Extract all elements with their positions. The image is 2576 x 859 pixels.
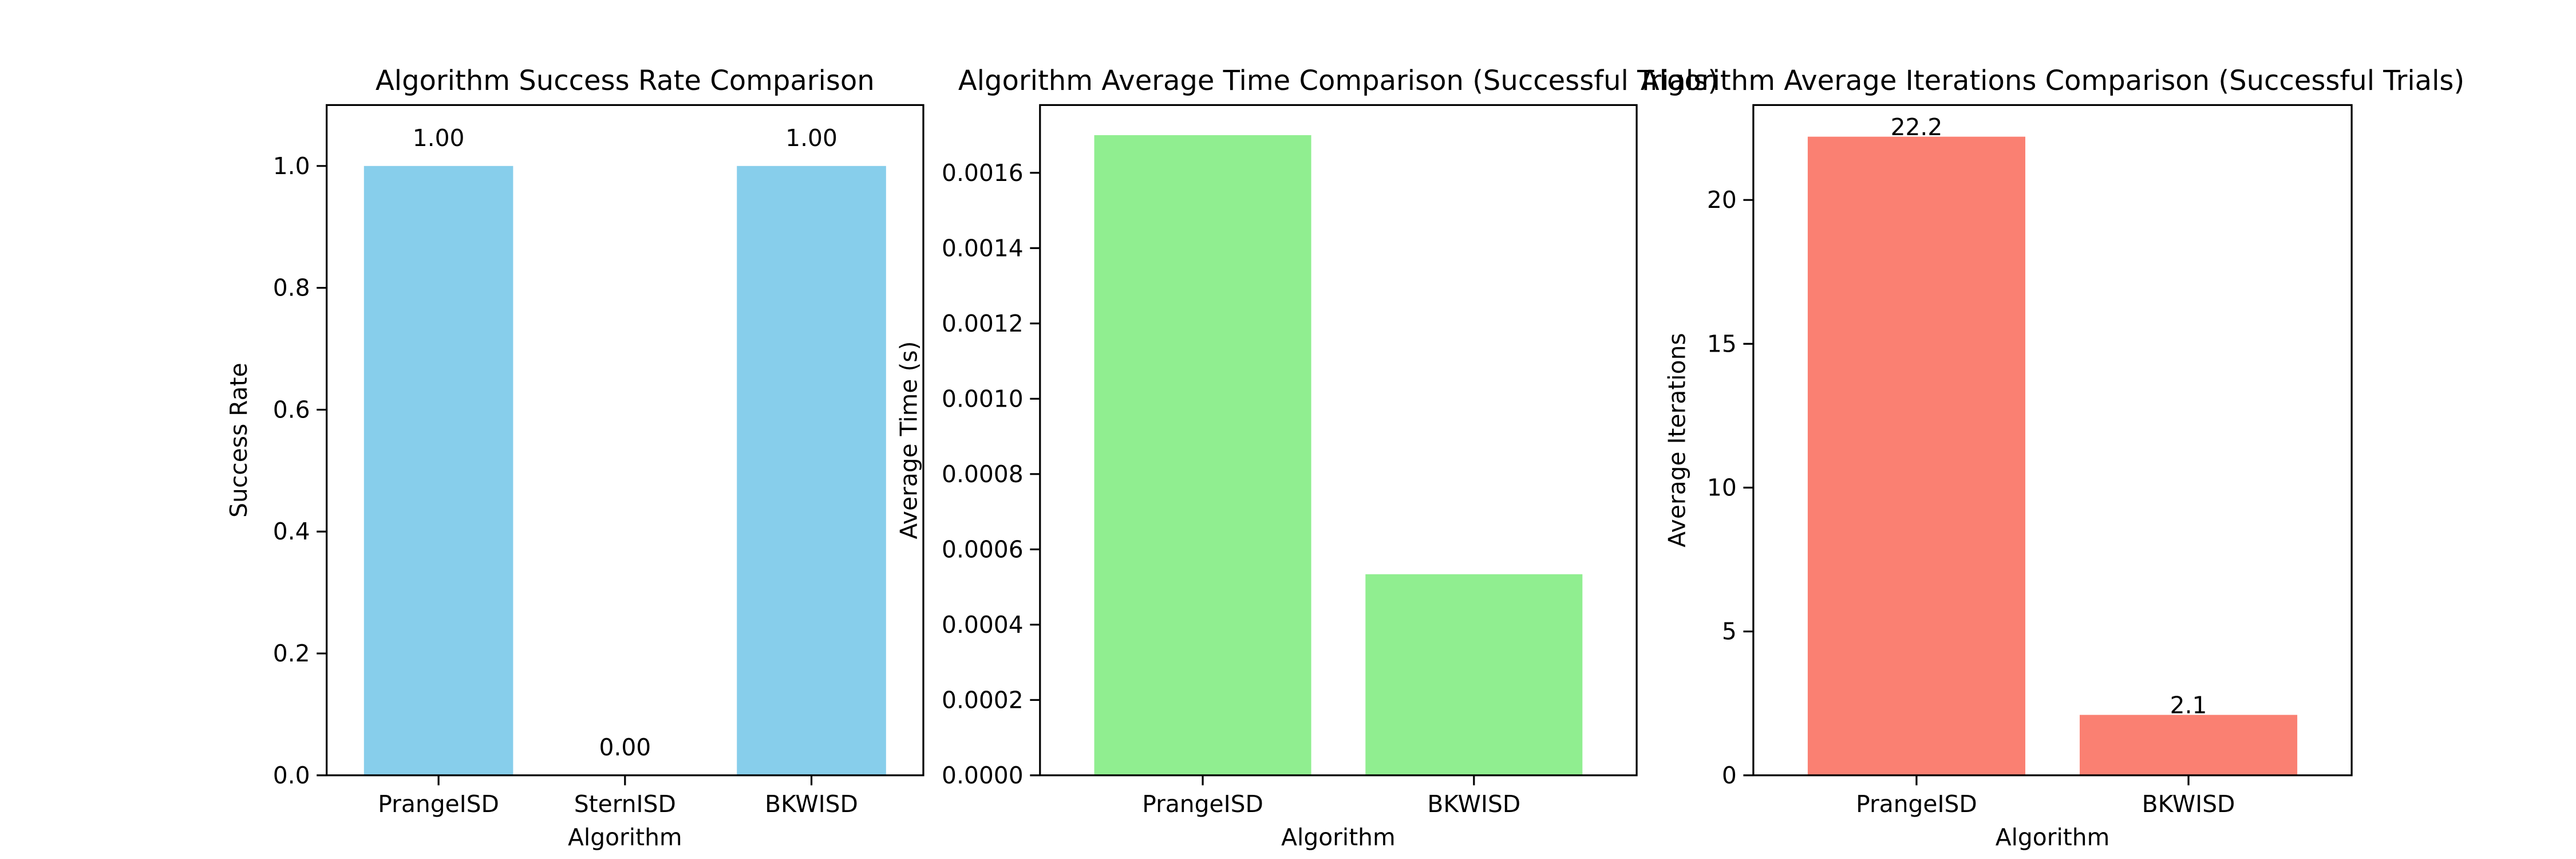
x-tick-label: PrangeISD: [1856, 790, 1977, 818]
value-label: 1.00: [413, 124, 465, 152]
value-label: 0.00: [599, 734, 651, 761]
x-tick-label: BKWISD: [1427, 790, 1520, 818]
y-tick-label: 0.6: [273, 396, 310, 423]
y-tick-label: 15: [1707, 330, 1737, 357]
value-label: 1.00: [785, 124, 837, 152]
x-axis-label: Algorithm: [1281, 823, 1396, 851]
bar-PrangeISD: [1807, 136, 2025, 775]
chart-title: Algorithm Average Time Comparison (Succe…: [958, 65, 1718, 97]
bar-BKWISD: [737, 166, 886, 775]
y-tick-label: 0.8: [273, 274, 310, 302]
x-axis-label: Algorithm: [568, 823, 682, 851]
x-tick-label: PrangeISD: [378, 790, 499, 818]
chart-title: Algorithm Success Rate Comparison: [376, 65, 875, 97]
y-tick-label: 0.2: [273, 640, 310, 667]
chart-title: Algorithm Average Iterations Comparison …: [1641, 65, 2464, 97]
y-tick-label: 0.0016: [942, 159, 1024, 187]
y-axis-label: Success Rate: [225, 362, 252, 517]
chart-3: 22.2 2.1 0 5 10 15 20 PrangeISD BKWISD Algorithm A…: [1641, 65, 2464, 851]
y-tick-label: 0.0012: [942, 310, 1024, 337]
y-axis-label: Average Time (s): [895, 341, 922, 539]
y-tick-label: 0.4: [273, 518, 310, 545]
y-tick-label: 0.0008: [942, 460, 1024, 488]
y-tick-label: 0.0006: [942, 535, 1024, 563]
bar-BKWISD: [1365, 574, 1583, 775]
y-tick-label: 1.0: [273, 152, 310, 180]
x-tick-label: PrangeISD: [1142, 790, 1263, 818]
x-tick-label: BKWISD: [2142, 790, 2235, 818]
y-tick-label: 5: [1722, 618, 1737, 645]
y-axis-label: Average Iterations: [1664, 333, 1691, 547]
chart-1: 1.00 0.00 1.00 0.0 0.2 0.4 0.6 0.8 1.0 PrangeISD S…: [225, 65, 924, 851]
x-tick-label: SternISD: [574, 790, 676, 818]
y-tick-label: 0.0: [273, 762, 310, 789]
y-tick-label: 0.0002: [942, 686, 1024, 714]
axes-frame: [1039, 104, 1638, 777]
value-label: 22.2: [1891, 113, 1943, 141]
y-tick-label: 0.0004: [942, 611, 1024, 639]
value-label: 2.1: [2170, 691, 2207, 719]
y-tick-label: 0: [1722, 762, 1737, 789]
bar-BKWISD: [2080, 715, 2298, 775]
y-tick-label: 0.0000: [942, 762, 1024, 789]
y-tick-label: 10: [1707, 474, 1737, 502]
chart-2: 0.0000 0.0002 0.0004 0.0006 0.0008 0.0010 0.00…: [895, 65, 1718, 851]
x-axis-label: Algorithm: [1996, 823, 2110, 851]
y-tick-label: 0.0010: [942, 385, 1024, 412]
x-tick-label: BKWISD: [765, 790, 858, 818]
axes-frame: [1752, 104, 2353, 777]
bar-PrangeISD: [1094, 135, 1311, 775]
bar-PrangeISD: [364, 166, 513, 775]
y-tick-label: 20: [1707, 186, 1737, 214]
y-tick-label: 0.0014: [942, 234, 1024, 262]
